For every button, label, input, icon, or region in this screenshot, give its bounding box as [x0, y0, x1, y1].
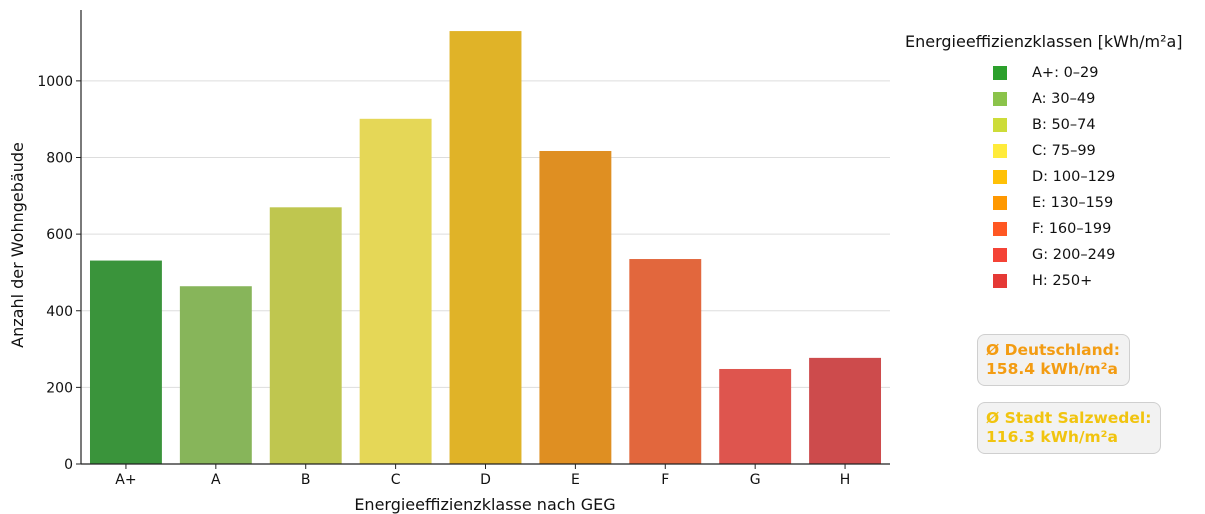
- legend-swatch: [993, 196, 1007, 210]
- legend-item: A: 30–49: [905, 86, 1203, 112]
- legend-item: H: 250+: [905, 268, 1203, 294]
- y-tick-label: 600: [46, 227, 73, 243]
- legend-label: H: 250+: [1032, 273, 1093, 289]
- legend-label: F: 160–199: [1032, 221, 1112, 237]
- x-tick-label: B: [301, 472, 311, 488]
- y-axis-label: Anzahl der Wohngebäude: [8, 142, 27, 348]
- legend-swatch: [993, 144, 1007, 158]
- germany-average-value: 158.4 kWh/m²a: [986, 360, 1118, 378]
- legend-label: E: 130–159: [1032, 195, 1114, 211]
- germany-average-label: Ø Deutschland:: [986, 341, 1120, 359]
- legend-label: A: 30–49: [1032, 91, 1096, 107]
- x-tick-label: A: [211, 472, 221, 488]
- legend-item: G: 200–249: [905, 242, 1203, 268]
- bar-H: [809, 357, 882, 464]
- bar-A: [179, 286, 252, 464]
- legend-item: E: 130–159: [905, 190, 1203, 216]
- bar-B: [269, 207, 342, 464]
- legend-swatch: [993, 92, 1007, 106]
- x-tick-label: C: [391, 472, 401, 488]
- y-tick-label: 200: [46, 380, 73, 396]
- y-tick-label: 400: [46, 304, 73, 320]
- legend-swatch: [993, 248, 1007, 262]
- bar-chart: 0 200 400 600 800 1000 A+ A B C D E F G H Energieeffi…: [8, 10, 890, 514]
- salzwedel-average-label: Ø Stadt Salzwedel:: [986, 409, 1152, 427]
- bar-A+: [89, 260, 162, 464]
- bar-D: [449, 31, 522, 465]
- bars: [89, 31, 882, 465]
- bar-F: [629, 259, 702, 464]
- legend-swatch: [993, 274, 1007, 288]
- legend-label: D: 100–129: [1032, 169, 1116, 185]
- x-ticks: A+ A B C D E F G H: [115, 464, 850, 488]
- x-tick-label: H: [840, 472, 851, 488]
- legend: Energieeffizienzklassen [kWh/m²a] A+: 0–…: [905, 32, 1203, 294]
- legend-label: B: 50–74: [1032, 117, 1096, 133]
- y-tick-label: 0: [64, 457, 73, 473]
- legend-label: C: 75–99: [1032, 143, 1096, 159]
- legend-item: C: 75–99: [905, 138, 1203, 164]
- bar-C: [359, 118, 432, 464]
- bar-E: [539, 150, 612, 465]
- y-tick-label: 800: [46, 151, 73, 167]
- legend-swatch: [993, 222, 1007, 236]
- x-tick-label: F: [661, 472, 669, 488]
- legend-title: Energieeffizienzklassen [kWh/m²a]: [905, 32, 1183, 51]
- legend-item: A+: 0–29: [905, 60, 1203, 86]
- x-tick-label: D: [480, 472, 491, 488]
- legend-item: F: 160–199: [905, 216, 1203, 242]
- legend-swatch: [993, 118, 1007, 132]
- x-tick-label: A+: [115, 472, 136, 488]
- legend-items: A+: 0–29 A: 30–49 B: 50–74 C: 75–99 D: 100–1…: [905, 60, 1203, 294]
- legend-label: A+: 0–29: [1032, 65, 1099, 81]
- legend-item: D: 100–129: [905, 164, 1203, 190]
- legend-label: G: 200–249: [1032, 247, 1116, 263]
- legend-swatch: [993, 66, 1007, 80]
- bar-G: [719, 368, 792, 464]
- legend-swatch: [993, 170, 1007, 184]
- salzwedel-average-value: 116.3 kWh/m²a: [986, 428, 1118, 446]
- legend-item: B: 50–74: [905, 112, 1203, 138]
- salzwedel-average-box: Ø Stadt Salzwedel: 116.3 kWh/m²a: [977, 402, 1162, 454]
- x-tick-label: E: [571, 472, 580, 488]
- y-tick-label: 1000: [37, 74, 73, 90]
- x-axis-label: Energieeffizienzklasse nach GEG: [354, 495, 615, 514]
- x-tick-label: G: [750, 472, 761, 488]
- germany-average-box: Ø Deutschland: 158.4 kWh/m²a: [977, 334, 1130, 386]
- y-ticks: 0 200 400 600 800 1000: [37, 74, 81, 473]
